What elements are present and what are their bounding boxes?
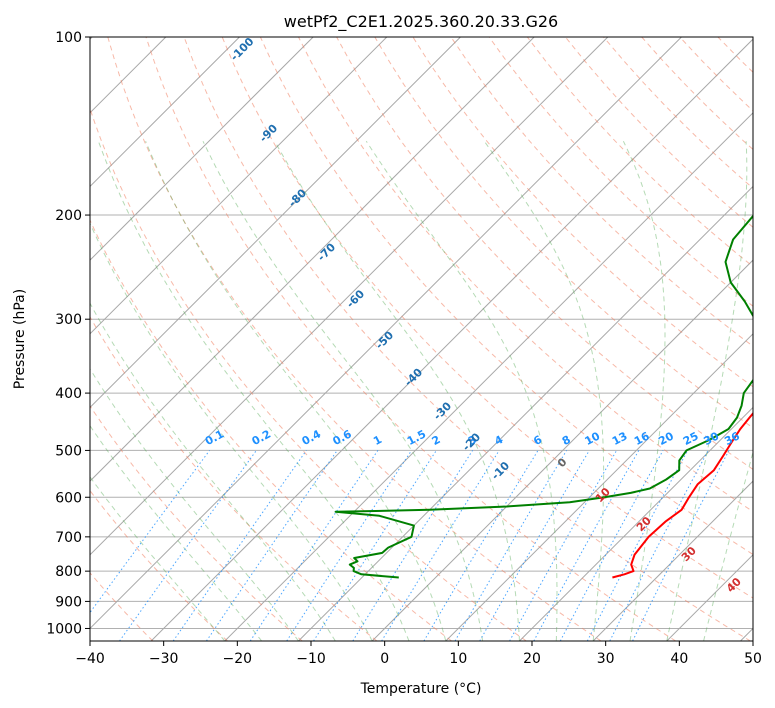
isotherm-line bbox=[90, 37, 682, 630]
y-tick-label: 400 bbox=[55, 386, 82, 402]
dry-adiabat bbox=[90, 404, 303, 641]
dry-adiabat bbox=[221, 37, 753, 599]
y-tick-label: 300 bbox=[55, 312, 82, 328]
chart-title: wetPf2_C2E1.2025.360.20.33.G26 bbox=[284, 12, 558, 32]
mixing-ratio-line bbox=[119, 450, 257, 641]
mixing-ratio-line bbox=[559, 450, 664, 641]
x-axis-label: Temperature (°C) bbox=[360, 681, 482, 697]
grid-layer bbox=[0, 37, 775, 641]
mixing-ratio-label: 25 bbox=[681, 429, 701, 448]
mixing-ratio-line bbox=[286, 450, 413, 641]
mixing-ratio-line bbox=[172, 450, 307, 641]
isotherm-line bbox=[150, 38, 753, 641]
plot-background bbox=[90, 37, 753, 641]
mixing-ratio-label: 13 bbox=[610, 429, 630, 448]
moist-adiabat bbox=[666, 141, 748, 641]
dry-adiabat bbox=[756, 37, 775, 641]
mixing-ratio-label: 20 bbox=[656, 429, 676, 448]
moist-adiabat bbox=[145, 141, 447, 641]
moist-adiabat bbox=[97, 141, 410, 641]
isotherm-line bbox=[519, 406, 753, 641]
x-tick-label: −10 bbox=[296, 651, 326, 667]
y-tick-label: 100 bbox=[55, 30, 82, 46]
x-tick-label: 30 bbox=[597, 651, 615, 667]
dewpoint-profile bbox=[334, 214, 753, 579]
x-tick-label: −30 bbox=[149, 651, 179, 667]
series-layer bbox=[334, 214, 753, 579]
moist-adiabat bbox=[90, 367, 299, 641]
y-tick-label: 1000 bbox=[46, 621, 82, 637]
mixing-ratio-line bbox=[249, 450, 379, 641]
dry-adiabat bbox=[90, 572, 154, 641]
y-tick-label: 900 bbox=[55, 594, 82, 610]
dry-adiabat bbox=[298, 37, 753, 513]
isotherm-line bbox=[371, 259, 753, 641]
moist-adiabat bbox=[365, 140, 558, 641]
x-tick-label: 50 bbox=[744, 651, 762, 667]
y-tick-label: 200 bbox=[55, 208, 82, 224]
isotherm-line bbox=[90, 37, 535, 482]
x-tick-label: −20 bbox=[223, 651, 253, 667]
dry-adiabat bbox=[107, 37, 602, 641]
mixing-ratio-label: 36 bbox=[722, 429, 742, 448]
x-tick-label: −40 bbox=[75, 651, 105, 667]
dry-adiabat bbox=[0, 37, 3, 641]
mixing-ratio-line bbox=[205, 450, 338, 641]
mixing-ratio-line bbox=[381, 450, 500, 641]
isotherm-line bbox=[90, 37, 388, 335]
moist-adiabat bbox=[90, 222, 373, 641]
isotherm-line bbox=[298, 185, 753, 641]
y-tick-label: 800 bbox=[55, 564, 82, 580]
dry-adiabat bbox=[145, 37, 676, 641]
moist-adiabat bbox=[622, 140, 666, 641]
x-axis-ticks: −40 −30 −20 −10 0 10 20 30 40 50 bbox=[75, 641, 762, 667]
isotherm-line bbox=[90, 37, 461, 409]
y-axis-ticks: 100 200 300 400 500 600 700 800 900 1000 bbox=[46, 30, 90, 637]
y-axis-label: Pressure (hPa) bbox=[12, 289, 28, 389]
mixing-ratio-line bbox=[313, 450, 437, 641]
moist-adiabat bbox=[202, 140, 484, 641]
mixing-ratio-label: 30 bbox=[701, 429, 721, 448]
mixing-ratio-label: 16 bbox=[632, 429, 652, 448]
dry-adiabat bbox=[90, 315, 378, 641]
y-tick-label: 500 bbox=[55, 443, 82, 459]
isotherm-line bbox=[90, 37, 240, 188]
x-tick-label: 0 bbox=[380, 651, 389, 667]
x-tick-label: 10 bbox=[449, 651, 467, 667]
y-tick-label: 700 bbox=[55, 530, 82, 546]
x-tick-label: 40 bbox=[670, 651, 688, 667]
dry-adiabat bbox=[183, 37, 751, 641]
dry-adiabat bbox=[336, 37, 753, 470]
moist-adiabat bbox=[703, 450, 753, 641]
plot-frame bbox=[89, 36, 754, 642]
isotherm-line bbox=[90, 37, 609, 556]
dry-adiabat bbox=[90, 219, 452, 641]
dry-adiabat bbox=[450, 37, 753, 347]
mixing-ratio-line bbox=[509, 450, 618, 641]
moist-adiabat bbox=[90, 302, 336, 641]
isotherm-line bbox=[224, 112, 753, 641]
isotherm-line bbox=[90, 37, 314, 261]
temperature-profile bbox=[612, 411, 753, 579]
mixing-ratio-line bbox=[533, 450, 640, 641]
dry-adiabat bbox=[90, 107, 527, 641]
moist-adiabat bbox=[274, 140, 520, 641]
mixing-ratio-line bbox=[632, 450, 730, 641]
isotherm-line bbox=[592, 480, 753, 641]
y-tick-label: 600 bbox=[55, 490, 82, 506]
mixing-ratio-label: 10 bbox=[583, 429, 603, 448]
isotherm-line bbox=[445, 333, 753, 641]
mixing-ratio-line bbox=[90, 450, 211, 614]
x-tick-label: 20 bbox=[523, 651, 541, 667]
